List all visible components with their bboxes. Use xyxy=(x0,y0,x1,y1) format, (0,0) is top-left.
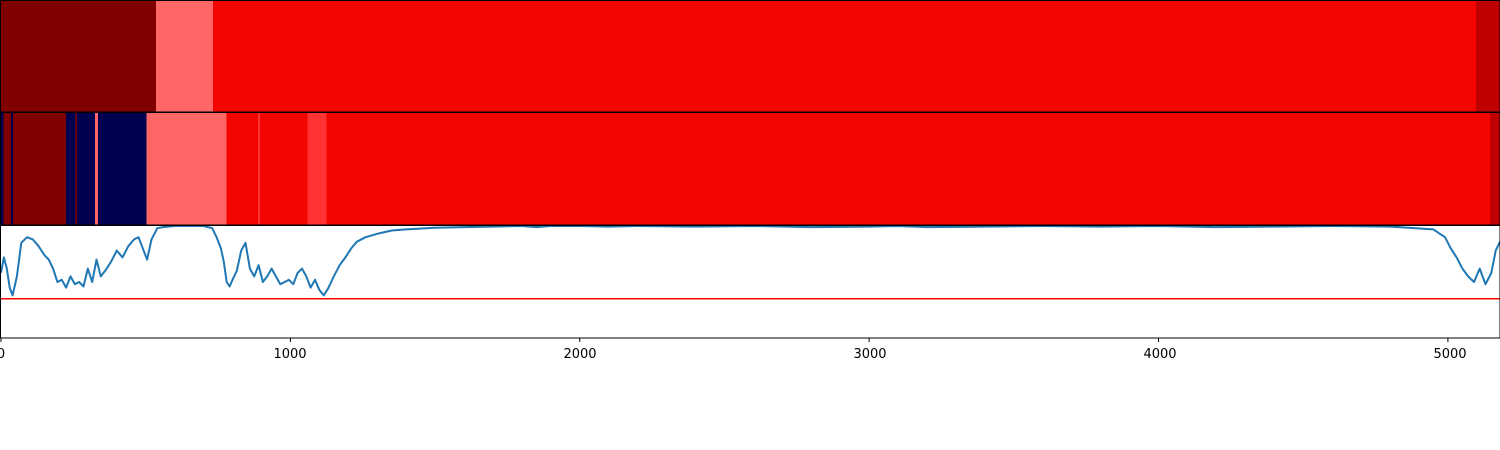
line-plot-panel xyxy=(0,225,1500,338)
middle-band-segment-14 xyxy=(307,113,327,225)
top-band-segment-0 xyxy=(1,1,156,112)
middle-band-segment-6 xyxy=(76,113,96,225)
signal-series-line xyxy=(0,225,1500,297)
middle-band-segment-13 xyxy=(259,113,308,225)
middle-band-segment-15 xyxy=(326,113,1490,225)
middle-band-segment-5 xyxy=(75,113,77,225)
x-tick-label-0: 0 xyxy=(0,347,5,362)
middle-band-segment-8 xyxy=(97,113,147,225)
x-tick-label-3000: 3000 xyxy=(853,347,886,362)
middle-band-segment-7 xyxy=(95,113,98,225)
middle-band-segment-2 xyxy=(11,113,14,225)
x-tick-label-2000: 2000 xyxy=(563,347,596,362)
line-plot-background xyxy=(1,226,1500,338)
top-band-segment-2 xyxy=(212,1,1476,112)
top-band-segment-1 xyxy=(155,1,213,112)
panel-border-2 xyxy=(0,225,1500,339)
middle-band-segment-9 xyxy=(146,113,227,225)
x-tick-label-4000: 4000 xyxy=(1143,347,1176,362)
top-heatmap-band xyxy=(1,1,1500,112)
middle-band-segment-0 xyxy=(1,113,4,225)
middle-heatmap-band xyxy=(1,113,1500,225)
x-tick-label-1000: 1000 xyxy=(273,347,306,362)
middle-band-segment-1 xyxy=(3,113,12,225)
x-tick-label-5000: 5000 xyxy=(1433,347,1466,362)
top-band-segment-3 xyxy=(1475,1,1500,112)
middle-band-segment-3 xyxy=(13,113,67,225)
middle-band-segment-10 xyxy=(226,113,229,225)
middle-band-segment-4 xyxy=(66,113,76,225)
middle-band-segment-12 xyxy=(258,113,260,225)
middle-band-segment-11 xyxy=(228,113,259,225)
x-axis: 0 1000 2000 3000 4000 5000 xyxy=(0,338,1467,362)
middle-band-segment-16 xyxy=(1489,113,1500,225)
